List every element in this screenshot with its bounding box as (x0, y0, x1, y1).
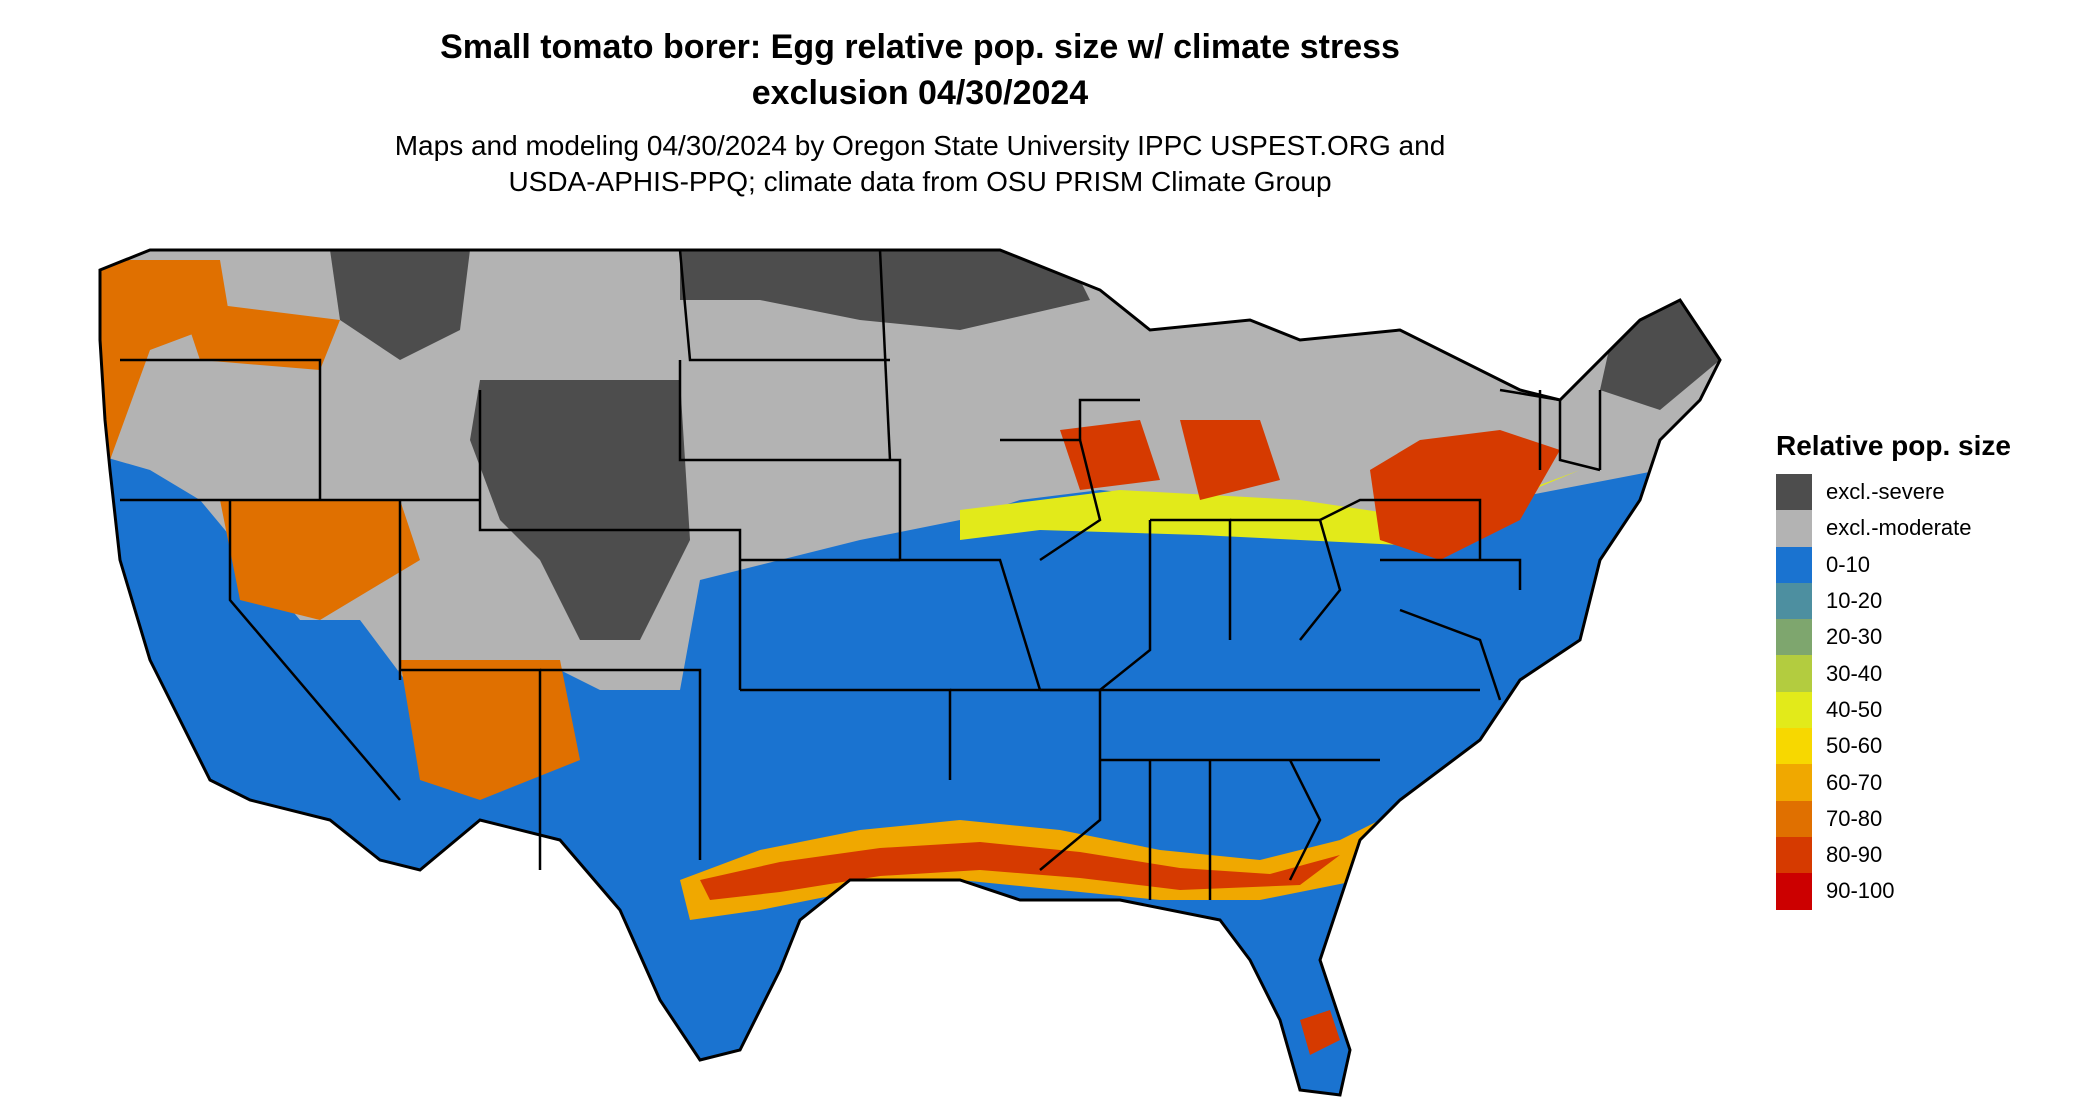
legend-item: excl.-moderate (1776, 510, 2011, 547)
legend-label: 0-10 (1826, 551, 1871, 577)
legend-swatch (1776, 800, 1812, 837)
region-excl-severe-rockies (470, 380, 690, 640)
state-borders (120, 249, 1602, 900)
legend-label: 80-90 (1826, 842, 1883, 868)
region-excl-moderate (100, 250, 1720, 700)
legend-item: 70-80 (1776, 800, 2011, 837)
band-orange-southwest (400, 660, 580, 800)
region-excl-severe-north (680, 250, 1090, 330)
legend-item: 0-10 (1776, 546, 2011, 583)
legend-label: 60-70 (1826, 769, 1883, 795)
band-south-inner (700, 842, 1340, 900)
legend-label: 50-60 (1826, 733, 1883, 759)
legend-item: 90-100 (1776, 873, 2011, 910)
legend-label: 90-100 (1826, 878, 1895, 904)
legend: Relative pop. size excl.-severe excl.-mo… (1776, 430, 2011, 910)
band-florida (1300, 1010, 1340, 1055)
map-subtitle-line1: Maps and modeling 04/30/2024 by Oregon S… (394, 130, 1446, 161)
legend-label: 10-20 (1826, 588, 1883, 614)
band-red-wisconsin (1060, 420, 1160, 490)
legend-item: 20-30 (1776, 619, 2011, 656)
legend-label: excl.-moderate (1826, 515, 1972, 541)
legend-swatch (1776, 691, 1812, 729)
band-orange-great-basin (220, 500, 420, 620)
legend-label: excl.-severe (1826, 479, 1945, 505)
legend-label: 30-40 (1826, 660, 1883, 686)
legend-swatch (1776, 474, 1812, 511)
legend-label: 70-80 (1826, 805, 1883, 831)
legend-label: 40-50 (1826, 696, 1883, 722)
legend-swatch (1776, 655, 1812, 692)
legend-swatch (1776, 764, 1812, 801)
legend-label: 20-30 (1826, 624, 1883, 650)
map-subtitle-line2: USDA-APHIS-PPQ; climate data from OSU PR… (508, 166, 1332, 197)
legend-swatch (1776, 546, 1812, 583)
legend-swatch (1776, 873, 1812, 910)
legend-swatch (1776, 582, 1812, 620)
legend-title: Relative pop. size (1776, 430, 2011, 461)
band-red-michigan (1180, 420, 1280, 500)
legend-item: 50-60 (1776, 728, 2011, 765)
map-title-line2: exclusion 04/30/2024 (751, 74, 1089, 112)
legend-item: 30-40 (1776, 655, 2011, 692)
us-map (98, 248, 1722, 1097)
region-excl-severe-nw (330, 250, 470, 360)
map-title-line1: Small tomato borer: Egg relative pop. si… (440, 28, 1400, 66)
legend-swatch (1776, 619, 1812, 656)
legend-item: 60-70 (1776, 764, 2011, 801)
legend-item: 40-50 (1776, 691, 2011, 729)
legend-swatch (1776, 728, 1812, 765)
legend-swatch (1776, 836, 1812, 874)
band-orange-columbia (180, 300, 340, 370)
legend-item: 80-90 (1776, 836, 2011, 874)
legend-item: excl.-severe (1776, 474, 2011, 511)
band-red-northeast (1370, 430, 1560, 560)
legend-swatch (1776, 510, 1812, 547)
legend-item: 10-20 (1776, 582, 2011, 620)
map-fill (100, 250, 1720, 1095)
us-outline (98, 248, 1722, 1097)
